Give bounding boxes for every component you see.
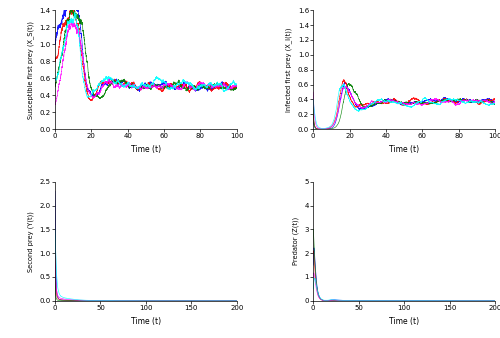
X-axis label: Time (t): Time (t) (131, 145, 161, 154)
X-axis label: Time (t): Time (t) (131, 317, 161, 325)
X-axis label: Time (t): Time (t) (389, 145, 419, 154)
Y-axis label: Predator (Z(t)): Predator (Z(t)) (292, 217, 299, 265)
Y-axis label: Susceptible first prey (X_S(t)): Susceptible first prey (X_S(t)) (28, 21, 34, 119)
Y-axis label: Second prey (Y(t)): Second prey (Y(t)) (28, 211, 34, 272)
Y-axis label: Infected first prey (X_I(t)): Infected first prey (X_I(t)) (286, 27, 292, 112)
X-axis label: Time (t): Time (t) (389, 317, 419, 325)
